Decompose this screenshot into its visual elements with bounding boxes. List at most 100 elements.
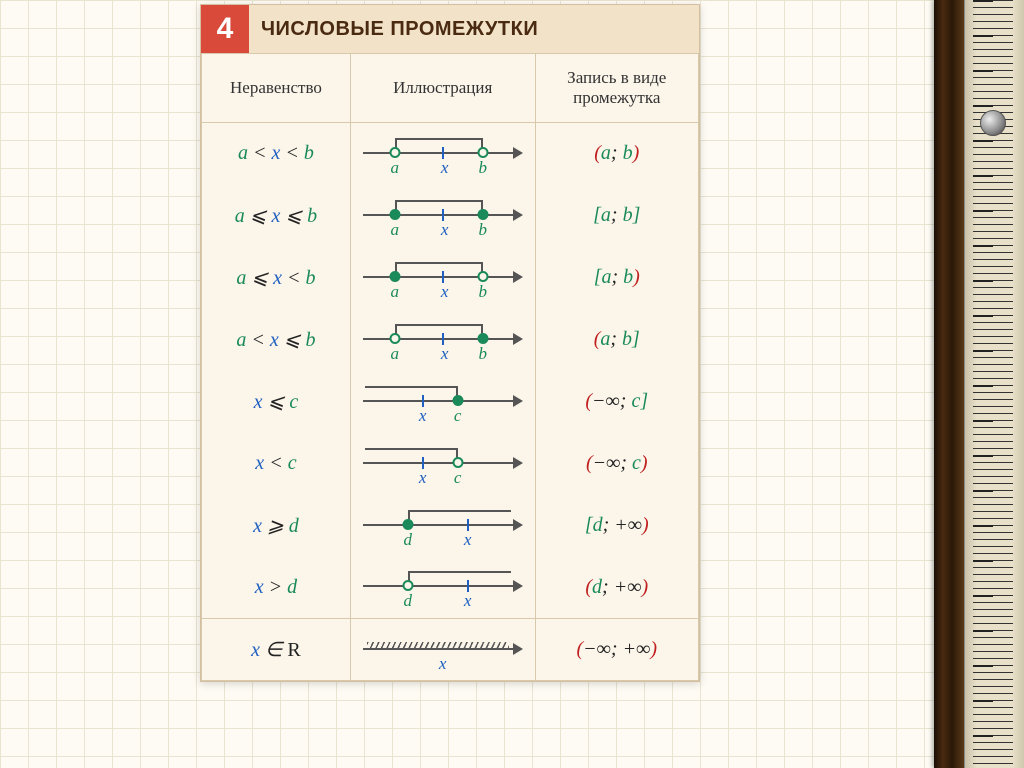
axis-label: a	[390, 158, 399, 178]
open-endpoint-icon	[389, 333, 400, 344]
number-line: dx	[363, 504, 523, 548]
ruler-rivet	[980, 110, 1006, 136]
interval-cell: (−∞; +∞)	[535, 619, 698, 681]
table-row: x ⩾ ddx[d; +∞)	[202, 495, 699, 557]
interval-bracket	[365, 448, 458, 462]
table-row: a < x ⩽ b a x b (a; b]	[202, 309, 699, 371]
closed-endpoint-icon	[452, 395, 463, 406]
axis-label: b	[478, 282, 487, 302]
illustration-cell: axb	[350, 123, 535, 185]
interval-bracket	[395, 200, 483, 214]
interval-cell: (a; b]	[535, 309, 698, 371]
axis-label: b	[478, 344, 487, 364]
section-number-badge: 4	[201, 5, 249, 53]
axis-label: x	[441, 220, 449, 240]
interval-bracket	[395, 138, 483, 152]
number-line: axb	[363, 132, 523, 176]
axis-label: d	[403, 530, 412, 550]
illustration-cell: xc	[350, 433, 535, 495]
table-row: a < x < b a x b (a; b)	[202, 123, 699, 185]
table-row: x ⩽ cxc(−∞; c]	[202, 371, 699, 433]
axis-label: b	[478, 158, 487, 178]
number-line: x	[363, 628, 523, 672]
axis-label: x	[441, 158, 449, 178]
axis-label: x	[439, 654, 447, 674]
interval-bracket	[408, 510, 511, 524]
interval-bracket	[408, 571, 511, 585]
table-row: x ∈ R x (−∞; +∞)	[202, 619, 699, 681]
interval-cell: (−∞; c]	[535, 371, 698, 433]
inequality-cell: a ⩽ x < b	[202, 247, 351, 309]
table-row: x > ddx(d; +∞)	[202, 557, 699, 619]
table-row: a ⩽ x < b a x b [a; b)	[202, 247, 699, 309]
closed-endpoint-icon	[389, 209, 400, 220]
interval-cell: (a; b)	[535, 123, 698, 185]
inequality-cell: a < x ⩽ b	[202, 309, 351, 371]
table-row: x < cxc(−∞; c)	[202, 433, 699, 495]
closed-endpoint-icon	[389, 271, 400, 282]
axis-label: d	[403, 591, 412, 611]
axis-label: x	[419, 406, 427, 426]
number-line: axb	[363, 318, 523, 362]
number-line: xc	[363, 442, 523, 486]
right-edge-decoration	[934, 0, 1024, 768]
illustration-cell: dx	[350, 557, 535, 619]
axis-label: a	[390, 220, 399, 240]
card-header: 4 ЧИСЛОВЫЕ ПРОМЕЖУТКИ	[201, 5, 699, 53]
interval-bracket	[365, 386, 458, 400]
closed-endpoint-icon	[477, 209, 488, 220]
card-title: ЧИСЛОВЫЕ ПРОМЕЖУТКИ	[249, 5, 699, 53]
illustration-cell: axb	[350, 309, 535, 371]
closed-endpoint-icon	[477, 333, 488, 344]
interval-bracket	[395, 262, 483, 276]
illustration-cell: xc	[350, 371, 535, 433]
intervals-table: Неравенство Иллюстрация Запись в виде пр…	[201, 53, 699, 681]
interval-cell: (−∞; c)	[535, 433, 698, 495]
full-line-hatch	[367, 642, 509, 650]
inequality-cell: x > d	[202, 557, 351, 619]
open-endpoint-icon	[477, 271, 488, 282]
table-header-row: Неравенство Иллюстрация Запись в виде пр…	[202, 54, 699, 123]
col-header-inequality: Неравенство	[202, 54, 351, 123]
number-line: axb	[363, 194, 523, 238]
open-endpoint-icon	[389, 147, 400, 158]
axis-label: x	[441, 282, 449, 302]
open-endpoint-icon	[452, 457, 463, 468]
closed-endpoint-icon	[402, 519, 413, 530]
open-endpoint-icon	[402, 580, 413, 591]
ruler	[964, 0, 1024, 768]
inequality-cell: x ⩾ d	[202, 495, 351, 557]
axis-label: b	[478, 220, 487, 240]
illustration-cell: dx	[350, 495, 535, 557]
inequality-cell: a < x < b	[202, 123, 351, 185]
axis-label: x	[464, 591, 472, 611]
number-line: xc	[363, 380, 523, 424]
axis-label: c	[454, 468, 462, 488]
axis-label: x	[464, 530, 472, 550]
interval-cell: [d; +∞)	[535, 495, 698, 557]
book-binding	[934, 0, 964, 768]
axis-label: c	[454, 406, 462, 426]
axis-label: x	[419, 468, 427, 488]
open-endpoint-icon	[477, 147, 488, 158]
col-header-illustration: Иллюстрация	[350, 54, 535, 123]
axis-label: x	[441, 344, 449, 364]
illustration-cell: axb	[350, 247, 535, 309]
interval-cell: [a; b]	[535, 185, 698, 247]
inequality-cell: x ∈ R	[202, 619, 351, 681]
reference-card: 4 ЧИСЛОВЫЕ ПРОМЕЖУТКИ Неравенство Иллюст…	[200, 4, 700, 682]
inequality-cell: x < c	[202, 433, 351, 495]
illustration-cell: axb	[350, 185, 535, 247]
col-header-interval: Запись в виде промежутка	[535, 54, 698, 123]
axis-label: a	[390, 344, 399, 364]
number-line: dx	[363, 565, 523, 609]
number-line: axb	[363, 256, 523, 300]
interval-cell: [a; b)	[535, 247, 698, 309]
axis-label: a	[390, 282, 399, 302]
interval-bracket	[395, 324, 483, 338]
illustration-cell: x	[350, 619, 535, 681]
inequality-cell: a ⩽ x ⩽ b	[202, 185, 351, 247]
inequality-cell: x ⩽ c	[202, 371, 351, 433]
interval-cell: (d; +∞)	[535, 557, 698, 619]
table-row: a ⩽ x ⩽ b a x b [a; b]	[202, 185, 699, 247]
